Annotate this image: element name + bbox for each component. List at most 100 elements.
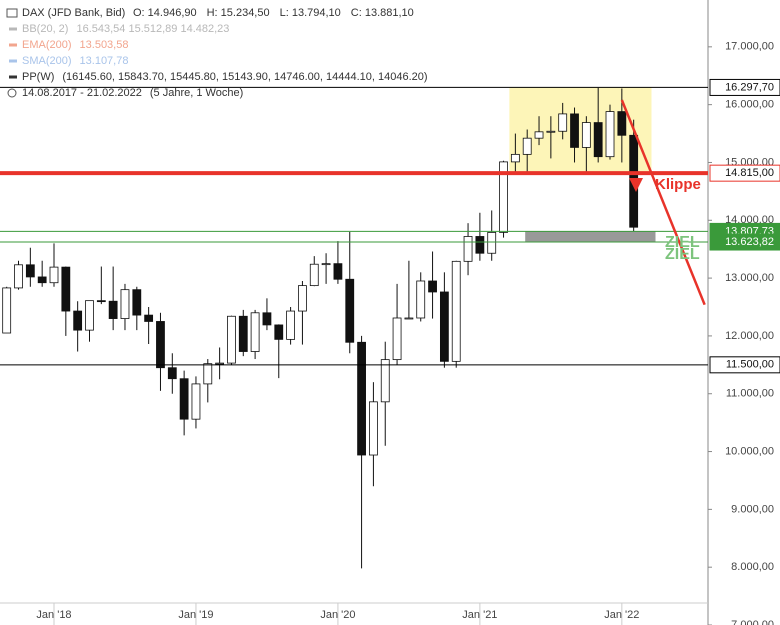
- ohlc-info: L: 13.794,10: [280, 7, 341, 19]
- candle-body: [250, 312, 260, 352]
- level-label: 11.500,00: [726, 359, 774, 371]
- y-tick-label: 10.000,00: [725, 445, 774, 457]
- candle-body: [144, 314, 154, 322]
- candle-body: [392, 317, 402, 361]
- candle-body: [120, 289, 130, 319]
- down-arrow: [629, 178, 643, 192]
- candle-body: [321, 263, 331, 266]
- candle-body: [439, 291, 449, 362]
- trendline: [620, 99, 706, 306]
- resistance-zone: [509, 87, 652, 174]
- candle-body: [605, 111, 615, 158]
- candle-body: [85, 300, 94, 331]
- candle-body: [167, 367, 177, 380]
- candle-body: [238, 315, 248, 352]
- level-label-box: [709, 78, 780, 96]
- level-label-box: [709, 356, 780, 374]
- candle-body: [416, 280, 426, 319]
- candle-body: [61, 266, 71, 312]
- annotation: Klippe: [655, 176, 701, 193]
- legend-name: PP(W): [22, 71, 54, 83]
- candle-body: [25, 264, 35, 278]
- legend-name: BB(20, 2): [22, 23, 68, 35]
- candle-body: [546, 130, 556, 133]
- candle-body: [380, 359, 390, 403]
- candle-body: [581, 122, 591, 148]
- level-label: 16.297,70: [725, 81, 774, 93]
- legend-icon: [6, 8, 18, 18]
- candle-body: [203, 363, 213, 385]
- candle-body: [227, 315, 236, 364]
- candle-body: [534, 131, 544, 139]
- period-icon: [7, 88, 17, 98]
- candle-body: [49, 266, 59, 284]
- y-tick-label: 11.000,00: [726, 388, 774, 400]
- candle-body: [37, 276, 47, 284]
- y-tick-label: 9.000,00: [731, 503, 774, 515]
- candle-body: [345, 278, 355, 343]
- legend-swatch: [9, 75, 17, 79]
- candle-body: [179, 378, 189, 420]
- candle-body: [108, 300, 118, 319]
- candle-body: [309, 263, 319, 287]
- candle-body: [463, 236, 473, 262]
- level-label-box: [709, 233, 780, 251]
- candle-body: [357, 341, 366, 456]
- candle-body: [286, 310, 296, 340]
- x-tick-label: Jan '19: [178, 609, 213, 621]
- legend-values: (16145.60, 15843.70, 15445.80, 15143.90,…: [62, 71, 427, 83]
- candle-body: [2, 287, 12, 334]
- candle-body: [404, 317, 414, 320]
- legend-swatch: [9, 59, 17, 63]
- annotation: ZIEL: [665, 246, 700, 263]
- candle-body: [262, 312, 272, 326]
- candle-body: [191, 383, 201, 420]
- legend-swatch: [9, 43, 17, 47]
- target-zone: [525, 231, 656, 243]
- legend-values: 13.503,58: [80, 39, 129, 51]
- candle-body: [617, 111, 627, 136]
- candle-body: [14, 264, 23, 289]
- candle-body: [522, 137, 532, 155]
- x-tick-label: Jan '18: [36, 609, 71, 621]
- ohlc-info: C: 13.881,10: [351, 7, 414, 19]
- legend-values: 16.543,54 15.512,89 14.482,23: [76, 23, 229, 35]
- annotation: ZIEL: [665, 234, 700, 251]
- x-tick-label: Jan '20: [320, 609, 355, 621]
- candle-body: [593, 122, 603, 158]
- y-tick-label: 16.000,00: [725, 99, 774, 111]
- candle-body: [510, 153, 520, 163]
- legend-values: 13.107,78: [80, 55, 129, 67]
- legend-name: SMA(200): [22, 55, 72, 67]
- y-tick-label: 8.000,00: [731, 561, 774, 573]
- level-label-box: [709, 164, 780, 182]
- y-tick-label: 7.000,00: [731, 619, 774, 625]
- y-tick-label: 17.000,00: [725, 41, 774, 53]
- candle-body: [558, 113, 568, 132]
- y-tick-label: 13.000,00: [725, 272, 774, 284]
- chart-title: DAX (JFD Bank, Bid): [22, 7, 125, 19]
- candle-body: [132, 289, 142, 316]
- candle-body: [215, 362, 225, 365]
- x-tick-label: Jan '21: [462, 609, 497, 621]
- candle-body: [475, 236, 485, 254]
- candle-body: [156, 321, 165, 369]
- candle-body: [570, 113, 579, 148]
- candle-body: [369, 401, 378, 456]
- candle-body: [298, 285, 307, 312]
- level-label: 14.815,00: [725, 167, 774, 179]
- level-label: 13.623,82: [725, 236, 774, 248]
- period: 14.08.2017 - 21.02.2022: [22, 87, 142, 99]
- legend-swatch: [9, 27, 17, 31]
- candle-body: [451, 260, 461, 362]
- x-tick-label: Jan '22: [604, 609, 639, 621]
- candle-body: [487, 232, 497, 254]
- ohlc-info: O: 14.946,90: [133, 7, 197, 19]
- candle-body: [73, 310, 83, 331]
- candle-body: [96, 300, 106, 303]
- candle-body: [499, 161, 508, 233]
- candle-body: [428, 280, 437, 293]
- candle-body: [274, 324, 284, 340]
- period-note: (5 Jahre, 1 Woche): [150, 87, 243, 99]
